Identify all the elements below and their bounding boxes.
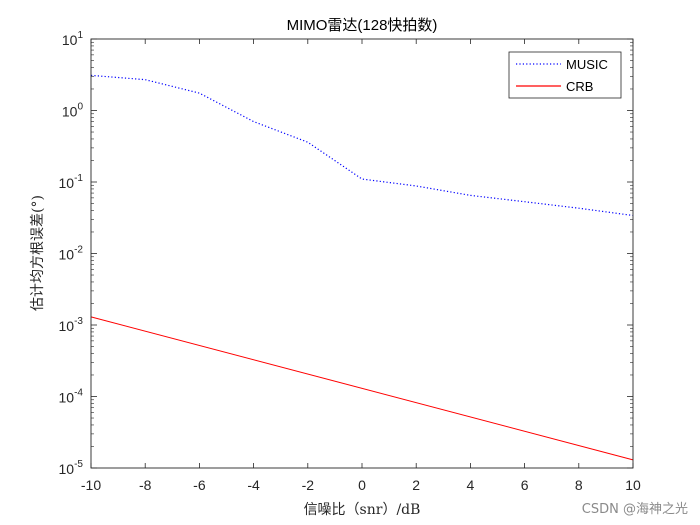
series-line-crb bbox=[90, 316, 634, 461]
legend-label-music: MUSIC bbox=[566, 57, 608, 72]
legend-box bbox=[508, 51, 622, 99]
y-tick-label: 10-1 bbox=[59, 173, 84, 191]
y-tick-label: 10-4 bbox=[59, 388, 84, 406]
y-tick-label: 10-5 bbox=[59, 459, 84, 477]
x-tick-labels: -10 -8 -6 -4 -2 0 2 4 6 8 10 bbox=[81, 477, 641, 493]
legend: MUSIC CRB bbox=[508, 51, 622, 99]
x-tick-label: 8 bbox=[575, 477, 583, 493]
x-tick-label: -10 bbox=[81, 477, 101, 493]
watermark-text: CSDN @海神之光 bbox=[581, 502, 688, 517]
y-tick-label: 10-2 bbox=[59, 245, 84, 263]
x-tick-label: -6 bbox=[193, 477, 206, 493]
y-tick-label: 100 bbox=[62, 102, 84, 120]
plot-area bbox=[91, 39, 633, 468]
chart-title: MIMO雷达(128快拍数) bbox=[287, 17, 438, 34]
x-axis-label: 信噪比（snr）/dB bbox=[304, 502, 421, 518]
x-tick-label: 4 bbox=[467, 477, 475, 493]
x-tick-label: 6 bbox=[521, 477, 529, 493]
y-tick-labels: 10-5 10-4 10-3 10-2 10-1 100 101 bbox=[59, 30, 84, 477]
x-tick-label: -2 bbox=[302, 477, 315, 493]
y-tick-label: 101 bbox=[62, 30, 84, 48]
x-tick-label: 2 bbox=[412, 477, 420, 493]
x-tick-label: -4 bbox=[247, 477, 260, 493]
x-tick-label: 10 bbox=[625, 477, 641, 493]
x-tick-label: -8 bbox=[139, 477, 152, 493]
series-layer bbox=[90, 74, 634, 461]
y-tick-label: 10-3 bbox=[59, 316, 84, 334]
x-tick-label: 0 bbox=[358, 477, 366, 493]
y-axis-label: 估计均方根误差(°) bbox=[30, 195, 46, 311]
plot-frame bbox=[90, 38, 634, 469]
legend-label-crb: CRB bbox=[566, 79, 593, 94]
